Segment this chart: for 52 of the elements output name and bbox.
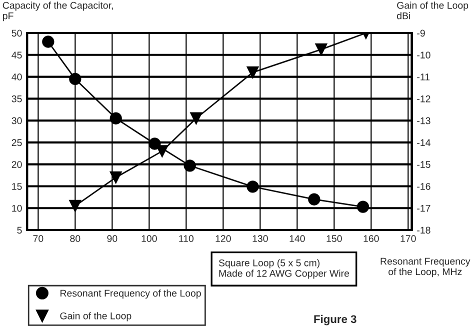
x-tick-label: 120 [216, 235, 231, 242]
caption: Figure 3 [314, 314, 356, 326]
y-tick-label: 5 [17, 226, 22, 234]
y2-tick-label: -14 [417, 139, 430, 146]
y-tick-label: 30 [12, 117, 22, 124]
y2-tick-label: -15 [417, 161, 430, 168]
point [69, 200, 82, 212]
point [42, 36, 54, 48]
y2-tick-label: -18 [417, 226, 430, 234]
y-tick-label: 20 [12, 161, 22, 168]
x-tick-label: 130 [252, 235, 268, 242]
y-axis-title: Capacity of the Capacitor, pF [2, 2, 113, 22]
y2-tick-label: -9 [417, 30, 425, 37]
y2-tick-label: -16 [417, 182, 430, 190]
y-tick-label: 40 [12, 74, 22, 80]
y-tick-label: 25 [12, 139, 22, 146]
y-tick-label: 45 [12, 52, 22, 59]
x-tick-label: 100 [142, 235, 157, 242]
y-tick-label: 10 [12, 204, 22, 212]
point [308, 193, 320, 206]
legend-label: Resonant Frequency of the Loop [60, 290, 201, 299]
y-tick-label: 50 [12, 30, 22, 37]
y2-tick-label: -17 [417, 204, 430, 212]
y2-tick-label: -10 [417, 52, 430, 59]
y-tick-label: 35 [12, 95, 22, 102]
point [190, 112, 202, 124]
x-tick-label: 160 [364, 235, 379, 242]
y-tick-label: 15 [12, 183, 22, 190]
x-tick-label: 170 [400, 235, 416, 242]
point [110, 112, 122, 124]
point [69, 72, 82, 86]
text: Square Loop (5 x 5 cm) Made of 12 AWG Copper Wire [218, 259, 350, 279]
x-axis-title: Resonant Frequency of the Loop, MHz [380, 258, 470, 278]
point [148, 138, 161, 150]
point [246, 66, 259, 78]
x-tick-label: 70 [33, 235, 44, 242]
point [110, 171, 122, 184]
x-tick-label: 110 [179, 235, 194, 242]
y2-tick-label: -13 [417, 117, 430, 124]
point [356, 200, 370, 213]
point [246, 180, 259, 193]
point [315, 43, 328, 56]
point [184, 160, 196, 172]
legend-label: Gain of the Loop [60, 312, 132, 322]
point [156, 145, 168, 158]
y2-tick-label: -12 [417, 95, 430, 102]
x-tick-label: 150 [326, 235, 342, 242]
y2-axis-title: Gain of the Loop dBi [397, 2, 468, 20]
x-tick-label: 80 [70, 235, 80, 242]
y2-tick-label: -11 [417, 74, 430, 80]
x-tick-label: 140 [290, 235, 305, 242]
x-tick-label: 90 [107, 235, 118, 242]
